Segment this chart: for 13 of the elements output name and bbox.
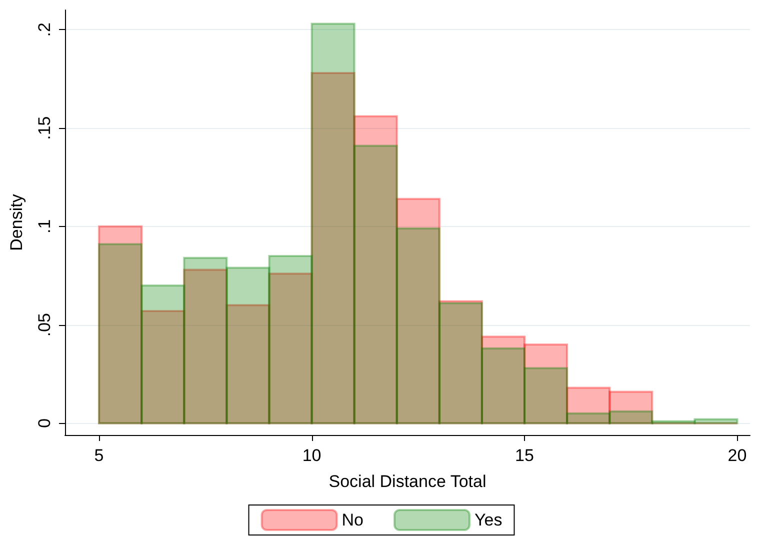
y-axis-title: Density [7,194,26,251]
x-tick-label: 10 [302,446,322,465]
y-tick-label: 0 [35,418,54,428]
y-tick-label: .1 [35,219,54,234]
y-tick-label: .2 [35,22,54,37]
x-tick-label: 5 [94,446,104,465]
legend-label: No [342,510,364,530]
y-tick-label: .05 [35,312,54,337]
legend-label: Yes [474,510,502,530]
y-tick-label: .15 [35,116,54,140]
x-axis-title: Social Distance Total [328,472,486,491]
x-tick-label: 20 [728,446,747,465]
x-tick-label: 15 [515,446,534,465]
